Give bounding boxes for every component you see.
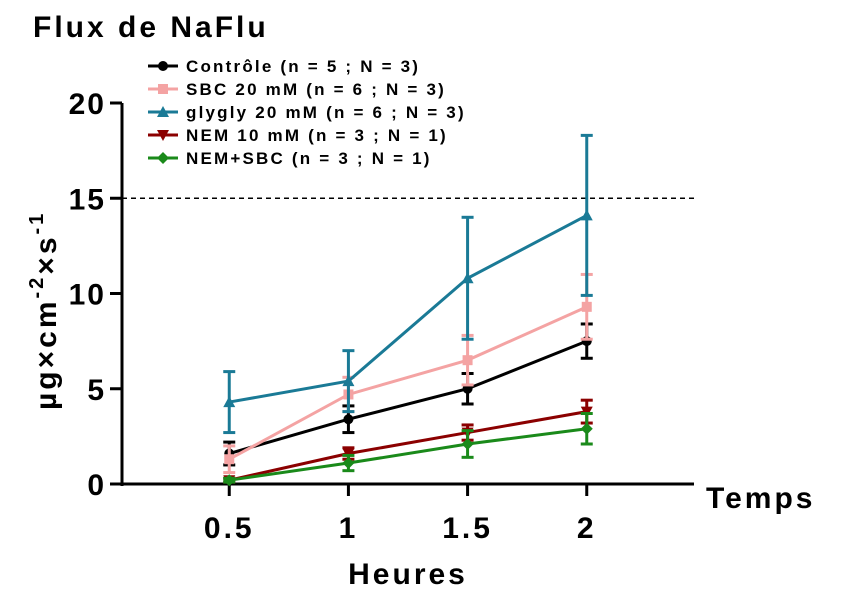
data-point	[580, 209, 593, 221]
y-tick-label: 5	[87, 374, 106, 407]
data-point	[461, 272, 474, 284]
legend-marker	[157, 152, 169, 164]
plot-area: 0 5 10 15 20 0.5 1 1.5 2	[69, 88, 694, 545]
y-axis-label-unit2: ×s	[30, 234, 63, 274]
legend-label: NEM+SBC (n = 3 ; N = 1)	[186, 149, 432, 168]
data-point	[223, 396, 236, 408]
y-axis-label: µg×cm-2×s-1	[26, 211, 63, 410]
data-point	[224, 454, 235, 465]
y-tick-label: 15	[69, 183, 106, 216]
data-point	[462, 355, 473, 366]
data-point	[343, 414, 354, 425]
legend-label: Contrôle (n = 5 ; N = 3)	[186, 57, 420, 76]
chart-title: Flux de NaFlu	[33, 11, 269, 44]
data-point	[461, 437, 474, 450]
legend-marker	[158, 84, 168, 94]
data-point	[223, 474, 236, 487]
legend-marker	[157, 130, 169, 141]
x-tick-label: 1.5	[442, 512, 493, 545]
x-tick-label: 2	[577, 512, 597, 545]
y-axis-label-main: µg×cm	[30, 299, 63, 411]
series-line	[228, 339, 588, 455]
series-line	[228, 214, 588, 404]
x-axis-side-label: Temps	[706, 482, 815, 515]
data-point	[580, 422, 593, 435]
legend-label: glygly 20 mM (n = 6 ; N = 3)	[186, 103, 466, 122]
legend: Contrôle (n = 5 ; N = 3) SBC 20 mM (n = 6…	[148, 57, 466, 168]
legend-marker	[158, 61, 168, 71]
x-tick-label: 1	[339, 512, 359, 545]
data-point	[581, 301, 592, 312]
data-point	[342, 375, 355, 387]
series-line	[229, 427, 587, 482]
y-axis-label-exp1: -2	[26, 275, 48, 299]
y-tick-label: 20	[69, 88, 106, 121]
series-line	[228, 410, 588, 482]
y-tick-label: 10	[69, 279, 106, 312]
x-axis-label: Heures	[348, 558, 468, 590]
y-tick-label: 0	[87, 469, 106, 502]
legend-marker	[157, 106, 169, 117]
y-axis-label-exp2: -1	[26, 211, 48, 235]
x-tick-label: 0.5	[204, 512, 255, 545]
data-point	[342, 457, 355, 470]
legend-label: NEM 10 mM (n = 3 ; N = 1)	[186, 126, 448, 145]
series-line	[228, 305, 588, 461]
legend-label: SBC 20 mM (n = 6 ; N = 3)	[186, 80, 446, 99]
